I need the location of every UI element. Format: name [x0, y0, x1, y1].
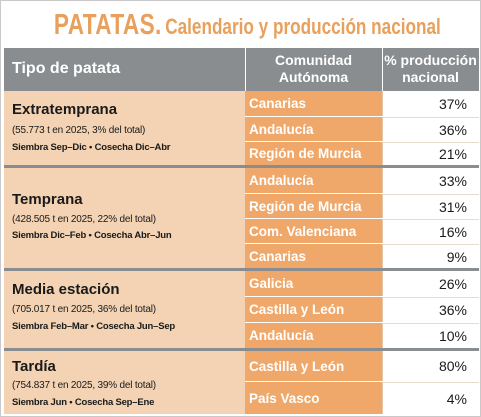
table-row: País Vasco 4%: [245, 381, 479, 414]
potato-group: Temprana (428.505 t en 2025, 22% del tot…: [4, 165, 479, 268]
group-info-cell: Extratemprana (55.773 t en 2025, 3% del …: [4, 91, 245, 165]
pct-cell: 33%: [382, 168, 479, 193]
group-schedule: Siembra Jun • Cosecha Sep–Ene: [12, 397, 155, 408]
table-row: Andalucía 36%: [245, 116, 479, 141]
community-cell: Región de Murcia: [245, 194, 382, 218]
header-divider: [245, 48, 246, 91]
community-cell: Canarias: [245, 244, 382, 268]
pct-cell: 21%: [382, 142, 479, 165]
pct-cell: 31%: [382, 194, 479, 218]
group-info-cell: Tardía (754.837 t en 2025, 39% del total…: [4, 351, 245, 414]
header-pct-line1: % producción: [384, 52, 477, 68]
table-row: Galicia 26%: [245, 271, 479, 296]
potato-group: Media estación (705.017 t en 2025, 36% d…: [4, 268, 479, 348]
table-row: Canarias 9%: [245, 243, 479, 268]
potato-group: Extratemprana (55.773 t en 2025, 3% del …: [4, 91, 479, 165]
title-main: PATATAS.: [53, 9, 162, 41]
table-row: Región de Murcia 31%: [245, 193, 479, 218]
community-cell: Castilla y León: [245, 351, 382, 381]
community-cell: Andalucía: [245, 323, 382, 348]
group-info-cell: Temprana (428.505 t en 2025, 22% del tot…: [4, 168, 245, 268]
group-schedule: Siembra Feb–Mar • Cosecha Jun–Sep: [12, 321, 176, 332]
header-potato-type: Tipo de patata: [12, 60, 121, 77]
pct-cell: 37%: [382, 91, 479, 116]
community-cell: Andalucía: [245, 117, 382, 141]
header-community: Comunidad Autónoma: [245, 52, 382, 86]
group-name: Media estación: [12, 281, 120, 298]
potato-group: Tardía (754.837 t en 2025, 39% del total…: [4, 348, 479, 414]
group-production: (428.505 t en 2025, 22% del total): [12, 214, 156, 225]
pct-cell: 10%: [382, 323, 479, 348]
community-cell: Región de Murcia: [245, 142, 382, 165]
pct-cell: 16%: [382, 219, 479, 243]
group-production: (55.773 t en 2025, 3% del total): [12, 125, 146, 136]
community-cell: Andalucía: [245, 168, 382, 193]
group-production: (754.837 t en 2025, 39% del total): [12, 380, 156, 391]
community-cell: País Vasco: [245, 382, 382, 414]
group-name: Tardía: [12, 358, 56, 375]
page-title: PATATAS. Calendario y producción naciona…: [53, 9, 441, 42]
pct-cell: 36%: [382, 297, 479, 322]
group-name: Extratemprana: [12, 101, 118, 118]
pct-cell: 9%: [382, 244, 479, 268]
community-cell: Com. Valenciana: [245, 219, 382, 243]
group-name: Temprana: [12, 191, 83, 208]
group-production: (705.017 t en 2025, 36% del total): [12, 304, 156, 315]
header-pct-line2: nacional: [402, 69, 459, 85]
pct-cell: 80%: [382, 351, 479, 381]
pct-cell: 26%: [382, 271, 479, 296]
header-community-line1: Comunidad: [275, 52, 352, 68]
table-row: Canarias 37%: [245, 91, 479, 116]
table-body: Extratemprana (55.773 t en 2025, 3% del …: [4, 91, 479, 414]
community-cell: Castilla y León: [245, 297, 382, 322]
group-info-cell: Media estación (705.017 t en 2025, 36% d…: [4, 271, 245, 348]
table-row: Andalucía 33%: [245, 168, 479, 193]
table-row: Com. Valenciana 16%: [245, 218, 479, 243]
table-row: Castilla y León 80%: [245, 351, 479, 381]
community-cell: Canarias: [245, 91, 382, 116]
header-production-pct: % producción nacional: [382, 52, 479, 86]
title-subtitle: Calendario y producción nacional: [165, 14, 441, 39]
group-schedule: Siembra Sep–Dic • Cosecha Dic–Abr: [12, 142, 171, 153]
header-community-line2: Autónoma: [278, 69, 349, 85]
table-header: Tipo de patata Comunidad Autónoma % prod…: [4, 48, 479, 91]
pct-cell: 4%: [382, 382, 479, 414]
group-schedule: Siembra Dic–Feb • Cosecha Abr–Jun: [12, 230, 172, 241]
pct-cell: 36%: [382, 117, 479, 141]
table-row: Andalucía 10%: [245, 322, 479, 348]
table-row: Región de Murcia 21%: [245, 141, 479, 165]
community-cell: Galicia: [245, 271, 382, 296]
table-row: Castilla y León 36%: [245, 296, 479, 322]
header-divider: [382, 48, 383, 91]
